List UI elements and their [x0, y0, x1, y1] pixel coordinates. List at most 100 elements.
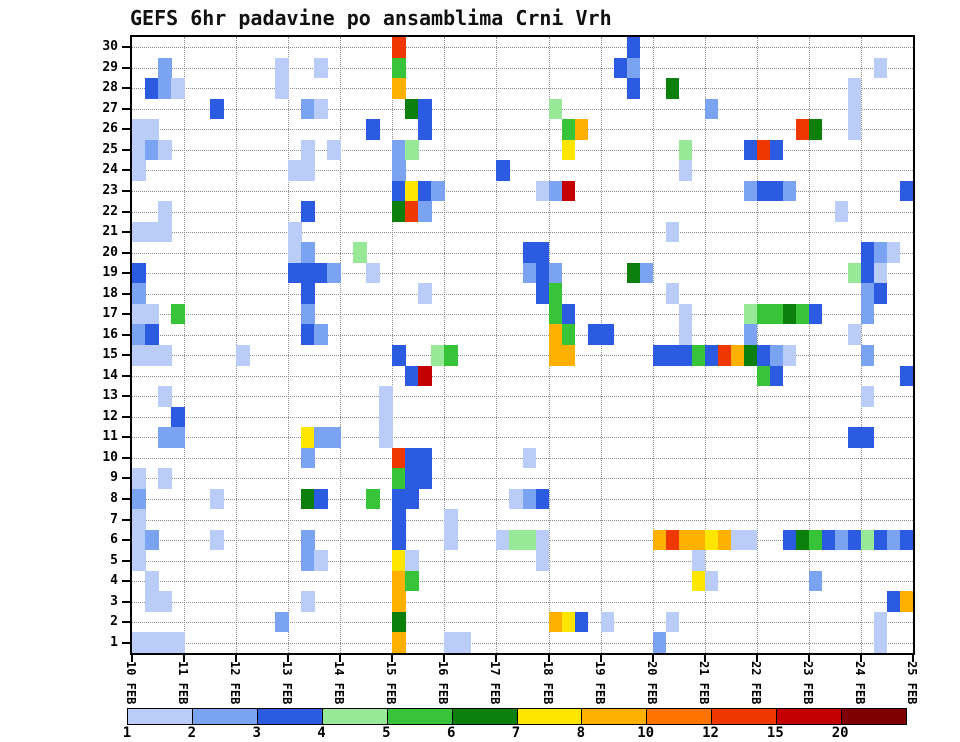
gridline-horizontal [132, 642, 913, 644]
heatmap-cell [158, 221, 172, 243]
heatmap-cell [522, 242, 537, 263]
heatmap-cell [665, 345, 680, 366]
heatmap-cell [548, 262, 563, 284]
heatmap-cell [301, 160, 315, 181]
colorbar [127, 708, 907, 725]
heatmap-cell [288, 221, 302, 243]
x-axis-tick [339, 655, 342, 662]
heatmap-cell [717, 529, 732, 551]
y-tick-label: 27 [102, 100, 118, 116]
x-axis-tick [495, 655, 498, 662]
colorbar-tick-label: 4 [317, 725, 326, 741]
heatmap-cell [704, 98, 719, 120]
heatmap-cell [730, 529, 745, 551]
gridline-horizontal [132, 67, 913, 69]
gridline-horizontal [132, 601, 913, 603]
heatmap-cell [132, 632, 146, 653]
y-tick-label: 16 [102, 326, 118, 342]
heatmap-cell [132, 345, 146, 366]
colorbar-segment [842, 709, 907, 724]
y-tick-label: 30 [102, 39, 118, 55]
heatmap-cell [678, 529, 693, 551]
y-tick-label: 21 [102, 224, 118, 240]
heatmap-cell [626, 262, 641, 284]
heatmap-cell [522, 447, 537, 469]
heatmap-cell [678, 345, 693, 366]
colorbar-tick-label: 5 [382, 725, 391, 741]
y-tick-label: 14 [102, 367, 118, 383]
heatmap-cell [301, 427, 315, 448]
heatmap-cell [418, 201, 432, 222]
heatmap-cell [301, 98, 315, 120]
heatmap-cell [314, 57, 328, 79]
heatmap-cell [301, 529, 315, 551]
heatmap-cell [860, 303, 875, 325]
heatmap-cell [860, 345, 875, 366]
heatmap-cell [613, 57, 628, 79]
heatmap-cell [314, 98, 328, 120]
heatmap-cell [444, 345, 458, 366]
heatmap-cell [405, 447, 419, 469]
y-axis-tick [122, 600, 130, 603]
heatmap-cell [158, 386, 172, 407]
y-tick-label: 22 [102, 203, 118, 219]
x-axis-tick [391, 655, 394, 662]
colorbar-segment [257, 709, 323, 724]
x-axis-tick [599, 655, 602, 662]
y-tick-label: 1 [110, 634, 118, 650]
heatmap-cell [886, 591, 901, 612]
gridline-horizontal [132, 581, 913, 583]
y-tick-label: 3 [110, 593, 118, 609]
y-tick-label: 10 [102, 449, 118, 465]
colorbar-tick-label: 3 [252, 725, 261, 741]
y-axis-tick [122, 395, 130, 398]
colorbar-segment [647, 709, 713, 724]
colorbar-tick-label: 10 [637, 725, 655, 741]
colorbar-tick-label: 2 [187, 725, 197, 741]
heatmap-cell [652, 632, 667, 653]
heatmap-cell [899, 180, 914, 202]
gridline-vertical [288, 37, 290, 653]
y-tick-label: 11 [102, 429, 118, 445]
heatmap-cell [327, 139, 341, 161]
y-axis-tick [122, 539, 130, 542]
heatmap-cell [405, 180, 419, 202]
heatmap-cell [158, 201, 172, 222]
y-axis-tick [122, 621, 130, 624]
heatmap-cell [756, 139, 771, 161]
x-axis-tick [859, 655, 862, 662]
y-axis-tick [122, 580, 130, 583]
heatmap-cell [275, 78, 289, 99]
gridline-vertical [184, 37, 186, 653]
heatmap-cell [301, 550, 315, 571]
y-axis-tick [122, 46, 130, 49]
heatmap-cell [405, 550, 419, 571]
heatmap-cell [860, 242, 875, 263]
heatmap-cell [535, 488, 550, 510]
heatmap-cell [860, 283, 875, 304]
y-tick-label: 15 [102, 347, 118, 363]
heatmap-cell [743, 529, 758, 551]
heatmap-cell [158, 468, 172, 489]
heatmap-cell [431, 180, 445, 202]
heatmap-cell [587, 324, 602, 345]
gridline-horizontal [132, 88, 913, 90]
heatmap-cell [288, 242, 302, 263]
y-axis-tick [122, 415, 130, 418]
x-axis-tick [807, 655, 810, 662]
colorbar-segment [452, 709, 518, 724]
colorbar-tick-label: 6 [446, 725, 456, 741]
x-tick-label: 10 FEB [124, 661, 138, 705]
heatmap-cell [145, 119, 159, 140]
heatmap-cell [158, 139, 172, 161]
heatmap-cell [600, 324, 615, 345]
heatmap-cell [405, 139, 419, 161]
heatmap-cell [405, 365, 419, 387]
heatmap-cell [379, 406, 393, 428]
heatmap-cell [743, 324, 758, 345]
heatmap-cell [535, 262, 550, 284]
heatmap-cell [561, 180, 576, 202]
heatmap-cell [626, 37, 641, 58]
heatmap-cell [314, 427, 328, 448]
heatmap-cell [210, 529, 224, 551]
